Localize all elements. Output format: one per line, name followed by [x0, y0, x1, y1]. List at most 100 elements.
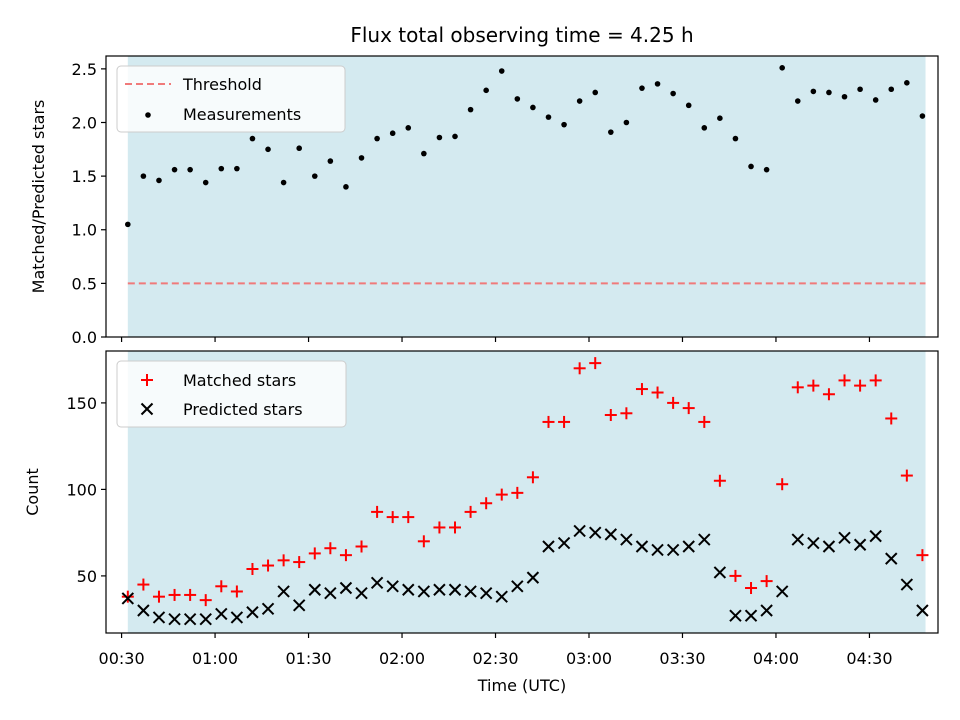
predicted-star-point	[760, 604, 773, 617]
measurement-point	[857, 86, 863, 93]
measurement-point	[545, 114, 552, 120]
count-legend-box	[116, 360, 347, 428]
measurements-legend-swatch	[145, 112, 151, 118]
y-tick-label: 1.5	[72, 167, 97, 186]
measurement-point	[405, 125, 412, 131]
measurement-point	[748, 163, 754, 170]
matched-star-point	[682, 402, 695, 415]
predicted-star-point	[464, 585, 477, 598]
count-panel-frame	[105, 350, 939, 634]
predicted-star-point	[355, 587, 368, 600]
measurement-point	[888, 86, 895, 93]
matched-star-point	[262, 559, 275, 572]
predicted-star-point	[822, 540, 836, 553]
matched-star-point	[589, 357, 602, 370]
matched-star-point	[542, 415, 555, 428]
y-tick-label: 150	[66, 394, 97, 413]
measurement-point	[670, 90, 676, 97]
matched-star-point	[807, 379, 820, 392]
predicted-star-point	[885, 552, 898, 565]
predicted-star-point	[277, 585, 290, 598]
measurement-point	[483, 87, 489, 94]
predicted-star-point	[339, 581, 353, 595]
measurement-point	[701, 125, 708, 131]
measurement-point	[841, 93, 848, 100]
matched-star-point	[776, 478, 789, 491]
predicted-star-point	[698, 533, 711, 546]
predicted-star-point	[448, 583, 462, 596]
matched-star-point	[199, 594, 212, 607]
measurement-point	[452, 133, 458, 140]
y-tick-label: 50	[77, 567, 97, 586]
measurement-point	[296, 145, 302, 152]
measurement-point	[530, 104, 536, 111]
predicted-star-point	[807, 536, 820, 550]
matched-star-point	[869, 374, 882, 387]
matched-star-point	[152, 590, 165, 603]
matched-star-point	[386, 511, 399, 524]
measurement-point	[732, 135, 739, 142]
predicted-star-point	[324, 587, 337, 600]
measurement-point	[467, 106, 474, 113]
matched-legend-swatch	[141, 374, 153, 386]
x-tick-label: 01:00	[192, 649, 238, 668]
predicted-star-point	[838, 531, 851, 545]
x-tick-label: 02:30	[472, 649, 518, 668]
predicted-star-point	[604, 528, 618, 541]
matched-star-point	[651, 386, 664, 399]
predicted-star-point	[246, 606, 259, 619]
ratio-legend: Threshold Measurements	[116, 65, 346, 133]
matched-star-point	[526, 471, 539, 484]
predicted-star-point	[230, 611, 244, 624]
measurement-point	[140, 173, 147, 179]
matched-star-point	[293, 556, 306, 569]
measurement-point	[623, 119, 630, 126]
predicted-star-point	[292, 599, 306, 612]
predicted-star-point	[620, 533, 633, 546]
predicted-star-point	[215, 607, 228, 621]
predicted-star-point	[152, 611, 166, 624]
measurement-point	[763, 166, 770, 173]
measurement-point	[919, 113, 926, 119]
predicted-star-point	[729, 609, 742, 622]
predicted-star-point	[417, 585, 431, 598]
measurement-point	[592, 89, 599, 96]
ratio-panel: 0.0 0.5 1.0 1.5 2.0 2.5 Matched/Predicted sta…	[29, 55, 939, 347]
predicted-star-point	[682, 540, 695, 553]
y-tick-label: 0.5	[72, 274, 97, 293]
predicted-star-point	[775, 585, 789, 598]
matched-star-point	[495, 488, 508, 501]
predicted-star-point	[121, 592, 135, 605]
x-tick-label: 04:00	[753, 649, 799, 668]
measurement-point	[171, 166, 178, 173]
ratio-legend-box	[116, 65, 346, 133]
matched-star-point	[822, 388, 835, 401]
y-tick-label: 1.0	[72, 221, 97, 240]
matched-star-point	[355, 540, 368, 553]
matched-star-point	[433, 521, 446, 534]
matched-star-point	[215, 580, 228, 593]
matched-star-point	[745, 582, 758, 595]
matched-star-point	[324, 542, 337, 555]
matched-star-point	[402, 511, 415, 524]
measurement-point	[639, 85, 645, 91]
predicted-star-point	[635, 540, 649, 553]
predicted-star-point	[526, 571, 540, 584]
matched-star-point	[417, 535, 430, 548]
predicted-star-point	[479, 587, 493, 600]
predicted-star-point	[744, 609, 758, 622]
matched-star-point	[854, 379, 867, 392]
measurement-point	[576, 98, 583, 104]
predicted-star-point	[916, 604, 929, 617]
predicted-star-point	[589, 526, 602, 539]
measurement-point	[436, 134, 443, 141]
measurement-point	[904, 80, 910, 86]
measurement-point	[234, 165, 240, 172]
predicted-star-point	[666, 543, 680, 557]
predicted-star-point	[900, 578, 914, 591]
predicted-star-point	[557, 536, 571, 550]
x-tick-label: 03:30	[659, 649, 705, 668]
y-tick-label: 0.0	[72, 328, 97, 347]
measurement-point	[421, 150, 427, 157]
measurement-point	[685, 102, 692, 109]
